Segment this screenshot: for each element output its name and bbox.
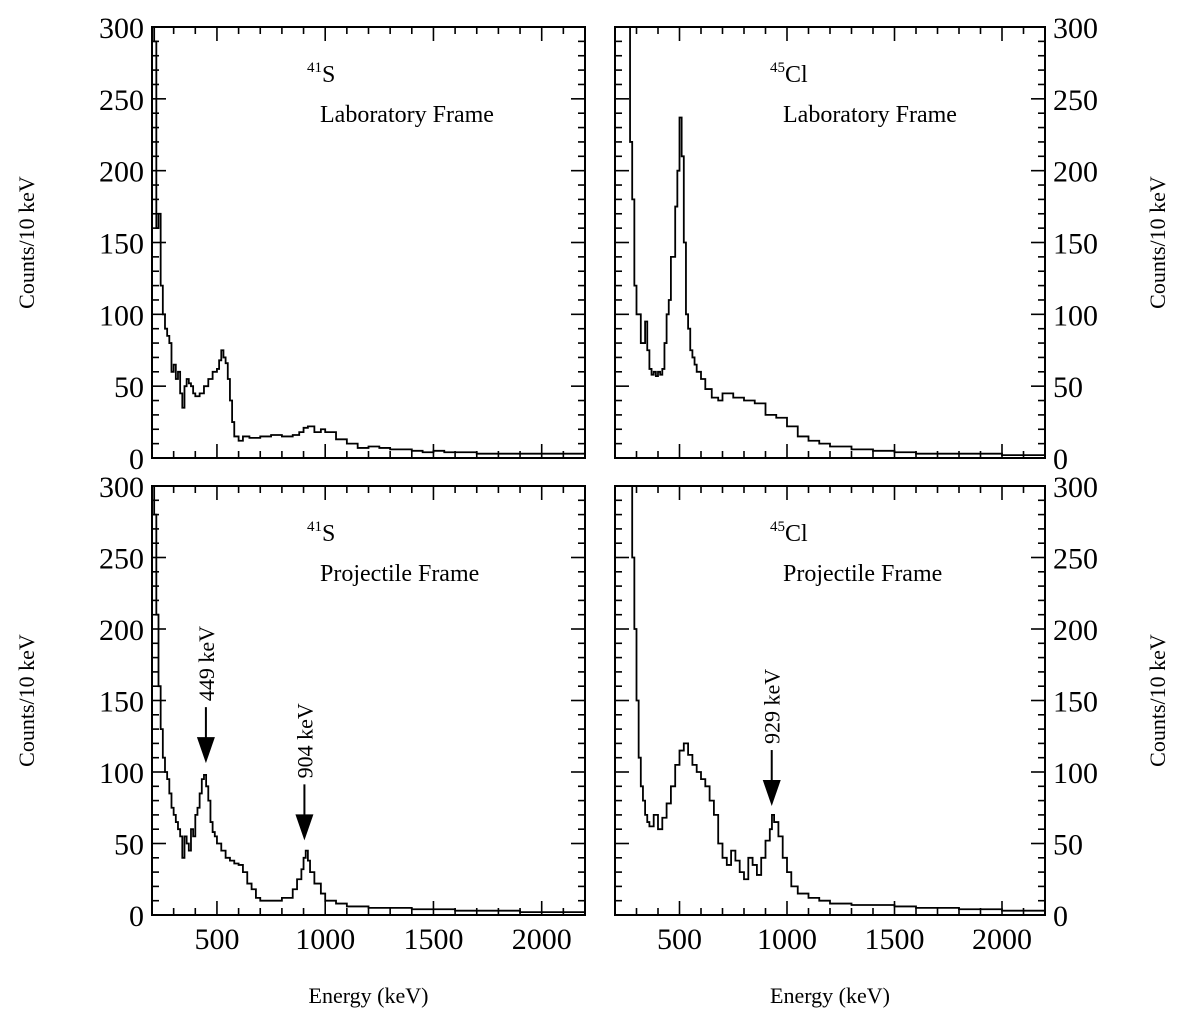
y-tick-label: 0 — [1053, 443, 1068, 476]
y-tick-label: 0 — [129, 900, 144, 933]
nucleus-label: 45Cl — [770, 60, 808, 88]
y-tick-label: 100 — [99, 757, 144, 790]
plot-frame — [614, 485, 1046, 916]
x-tick-label: 500 — [194, 923, 239, 956]
y-tick-label: 50 — [1053, 371, 1083, 404]
energy-arrow-head — [295, 814, 314, 841]
panel-cl45-lab: 0 50 100 150 200 250 300 Counts/10 keV 45Cl Labor… — [614, 12, 1170, 476]
frame-label: Projectile Frame — [320, 561, 479, 587]
panel-s41-proj: 500 1000 1500 2000 0 50 100 150 200 250 300 Counts/… — [14, 471, 586, 1008]
x-tick-label: 500 — [657, 923, 702, 956]
y-tick-label: 100 — [1053, 757, 1098, 790]
energy-arrow-label: 904 keV — [292, 703, 317, 778]
energy-arrow-head — [196, 737, 215, 764]
x-tick-label: 2000 — [972, 923, 1032, 956]
nucleus-label: 45Cl — [770, 519, 808, 547]
y-tick-label: 250 — [1053, 84, 1098, 117]
nucleus-label: 41S — [307, 60, 335, 88]
y-tick-label: 300 — [1053, 471, 1098, 504]
nucleus-mass: 41 — [307, 519, 322, 535]
spectrum-series — [152, 27, 585, 455]
y-tick-label: 50 — [114, 371, 144, 404]
nucleus-symbol: S — [322, 521, 335, 547]
y-axis-title: Counts/10 keV — [14, 176, 39, 309]
y-tick-label: 150 — [1053, 228, 1098, 261]
nucleus-label: 41S — [307, 519, 335, 547]
energy-arrow-head — [762, 780, 781, 807]
y-tick-label: 250 — [1053, 543, 1098, 576]
spectrum-series — [152, 486, 585, 914]
nucleus-symbol: Cl — [785, 62, 808, 88]
plot-frame — [151, 26, 586, 459]
x-tick-label: 1500 — [865, 923, 925, 956]
y-axis-title: Counts/10 keV — [1145, 176, 1170, 309]
nucleus-mass: 45 — [770, 60, 785, 76]
energy-arrow-label: 449 keV — [194, 626, 219, 701]
y-tick-label: 200 — [99, 156, 144, 189]
frame-label: Laboratory Frame — [320, 102, 494, 128]
y-tick-label: 300 — [99, 12, 144, 45]
y-tick-label: 100 — [99, 299, 144, 332]
nucleus-symbol: Cl — [785, 521, 808, 547]
x-tick-label: 1000 — [757, 923, 817, 956]
y-axis-title: Counts/10 keV — [1145, 634, 1170, 767]
x-tick-label: 2000 — [512, 923, 572, 956]
y-axis-title: Counts/10 keV — [14, 634, 39, 767]
energy-arrow-label: 929 keV — [760, 669, 785, 744]
nucleus-mass: 41 — [307, 60, 322, 76]
nucleus-mass: 45 — [770, 519, 785, 535]
y-tick-label: 150 — [99, 228, 144, 261]
spectrum-series — [615, 27, 1045, 457]
frame-label: Projectile Frame — [783, 561, 942, 587]
plot-frame — [614, 26, 1046, 459]
y-tick-label: 250 — [99, 84, 144, 117]
y-tick-label: 250 — [99, 543, 144, 576]
panel-s41-lab: 0 50 100 150 200 250 300 Counts/10 keV 41S Labora… — [14, 12, 586, 476]
nucleus-symbol: S — [322, 62, 335, 88]
y-tick-label: 100 — [1053, 299, 1098, 332]
x-tick-label: 1000 — [295, 923, 355, 956]
y-tick-label: 150 — [99, 686, 144, 719]
spectrum-series — [615, 486, 1045, 912]
y-tick-label: 150 — [1053, 686, 1098, 719]
y-tick-label: 0 — [1053, 900, 1068, 933]
y-tick-label: 200 — [99, 614, 144, 647]
panel-cl45-proj: 500 1000 1500 2000 0 50 100 150 200 250 300 Counts/… — [614, 471, 1170, 1008]
y-tick-label: 200 — [1053, 614, 1098, 647]
x-axis-title: Energy (keV) — [770, 983, 890, 1008]
frame-label: Laboratory Frame — [783, 102, 957, 128]
y-tick-label: 50 — [114, 829, 144, 862]
x-axis-title: Energy (keV) — [309, 983, 429, 1008]
x-tick-label: 1500 — [403, 923, 463, 956]
y-tick-label: 50 — [1053, 829, 1083, 862]
y-tick-label: 300 — [99, 471, 144, 504]
y-tick-label: 200 — [1053, 156, 1098, 189]
y-tick-label: 0 — [129, 443, 144, 476]
y-tick-label: 300 — [1053, 12, 1098, 45]
